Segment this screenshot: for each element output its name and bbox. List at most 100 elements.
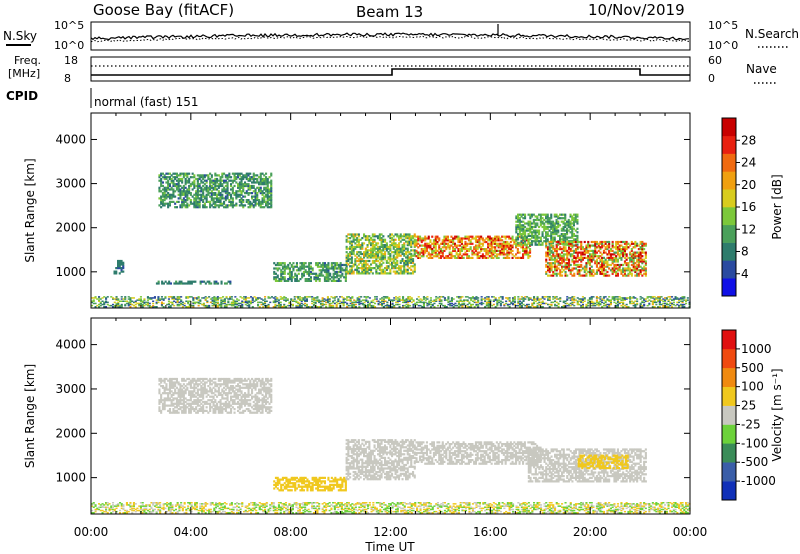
echo-cell xyxy=(202,184,205,188)
echo-cell xyxy=(446,246,449,249)
echo-cell xyxy=(503,304,506,307)
echo-cell xyxy=(623,262,626,265)
echo-cell xyxy=(396,252,399,256)
echo-cell xyxy=(501,301,504,304)
echo-cell xyxy=(464,235,467,238)
echo-cell xyxy=(555,229,558,232)
echo-cell xyxy=(247,172,250,175)
echo-cell xyxy=(520,236,523,239)
echo-cell xyxy=(163,188,166,191)
echo-cell xyxy=(243,298,246,300)
echo-cell xyxy=(274,278,277,281)
echo-cell xyxy=(474,253,477,256)
echo-cell xyxy=(308,270,311,274)
echo-cell xyxy=(251,301,254,304)
echo-cell xyxy=(166,282,169,285)
echo-cell xyxy=(204,306,207,308)
echo-cell xyxy=(220,306,223,308)
echo-cell xyxy=(302,267,305,270)
echo-cell xyxy=(597,267,600,270)
echo-cell xyxy=(258,200,261,203)
echo-cell xyxy=(350,235,353,238)
echo-cell xyxy=(403,301,406,304)
echo-cell xyxy=(464,237,467,240)
echo-cell xyxy=(225,304,228,307)
echo-cell xyxy=(230,204,233,207)
echo-cell xyxy=(160,197,163,200)
echo-cell xyxy=(99,301,102,304)
echo-cell xyxy=(290,276,293,279)
echo-cell xyxy=(501,244,504,247)
echo-cell xyxy=(180,299,183,301)
echo-cell xyxy=(522,256,525,259)
echo-cell xyxy=(620,248,623,251)
echo-cell xyxy=(228,179,231,182)
echo-cell xyxy=(186,195,189,198)
echo-cell xyxy=(495,239,498,242)
echo-cell xyxy=(182,190,185,193)
echo-cell xyxy=(564,258,567,261)
echo-cell xyxy=(634,253,637,256)
echo-cell xyxy=(280,276,283,279)
echo-cell xyxy=(412,258,415,261)
echo-cell xyxy=(259,204,262,207)
echo-cell xyxy=(443,246,446,249)
echo-cell xyxy=(481,242,484,245)
echo-cell xyxy=(283,304,286,307)
echo-cell xyxy=(256,177,259,181)
echo-cell xyxy=(567,225,570,229)
echo-cell xyxy=(318,265,321,268)
echo-cell xyxy=(249,186,252,189)
echo-cell xyxy=(157,299,160,301)
echo-cell xyxy=(340,301,343,304)
echo-cell xyxy=(220,282,223,285)
echo-cell xyxy=(457,235,460,238)
echo-cell xyxy=(560,227,563,230)
echo-cell xyxy=(622,267,625,270)
echo-cell xyxy=(502,249,505,252)
echo-cell xyxy=(439,251,442,254)
echo-cell xyxy=(572,227,575,230)
echo-cell xyxy=(548,269,551,272)
echo-cell xyxy=(304,296,307,298)
echo-cell xyxy=(511,253,514,256)
echo-cell xyxy=(499,300,502,302)
echo-cell xyxy=(536,302,539,305)
echo-cell xyxy=(513,301,516,304)
echo-cell xyxy=(171,296,174,298)
echo-cell xyxy=(623,251,626,254)
echo-cell xyxy=(244,303,247,306)
echo-cell xyxy=(283,296,286,298)
echo-cell xyxy=(571,229,574,232)
echo-cell xyxy=(629,258,632,261)
echo-cell xyxy=(545,302,548,305)
echo-cell xyxy=(452,240,455,244)
echo-cell xyxy=(401,270,404,273)
echo-cell xyxy=(235,195,238,198)
echo-cell xyxy=(206,304,209,307)
echo-cell xyxy=(291,303,294,306)
echo-cell xyxy=(177,179,180,182)
echo-cell xyxy=(276,300,279,302)
echo-cell xyxy=(569,215,572,218)
echo-cell xyxy=(520,215,523,218)
echo-cell xyxy=(203,197,206,200)
echo-cell xyxy=(641,304,644,307)
echo-cell xyxy=(241,306,244,308)
echo-cell xyxy=(168,195,171,198)
echo-cell xyxy=(174,190,177,193)
echo-cell xyxy=(580,258,583,261)
echo-cell xyxy=(352,233,355,236)
echo-cell xyxy=(504,240,507,244)
echo-cell xyxy=(576,253,579,256)
echo-cell xyxy=(353,304,356,307)
echo-cell xyxy=(602,240,605,244)
echo-cell xyxy=(634,270,637,274)
echo-cell xyxy=(550,251,553,254)
echo-cell xyxy=(347,272,350,275)
echo-cell xyxy=(91,300,94,302)
echo-cell xyxy=(332,272,335,275)
echo-cell xyxy=(101,300,104,302)
echo-cell xyxy=(370,251,373,254)
echo-cell xyxy=(160,181,163,184)
